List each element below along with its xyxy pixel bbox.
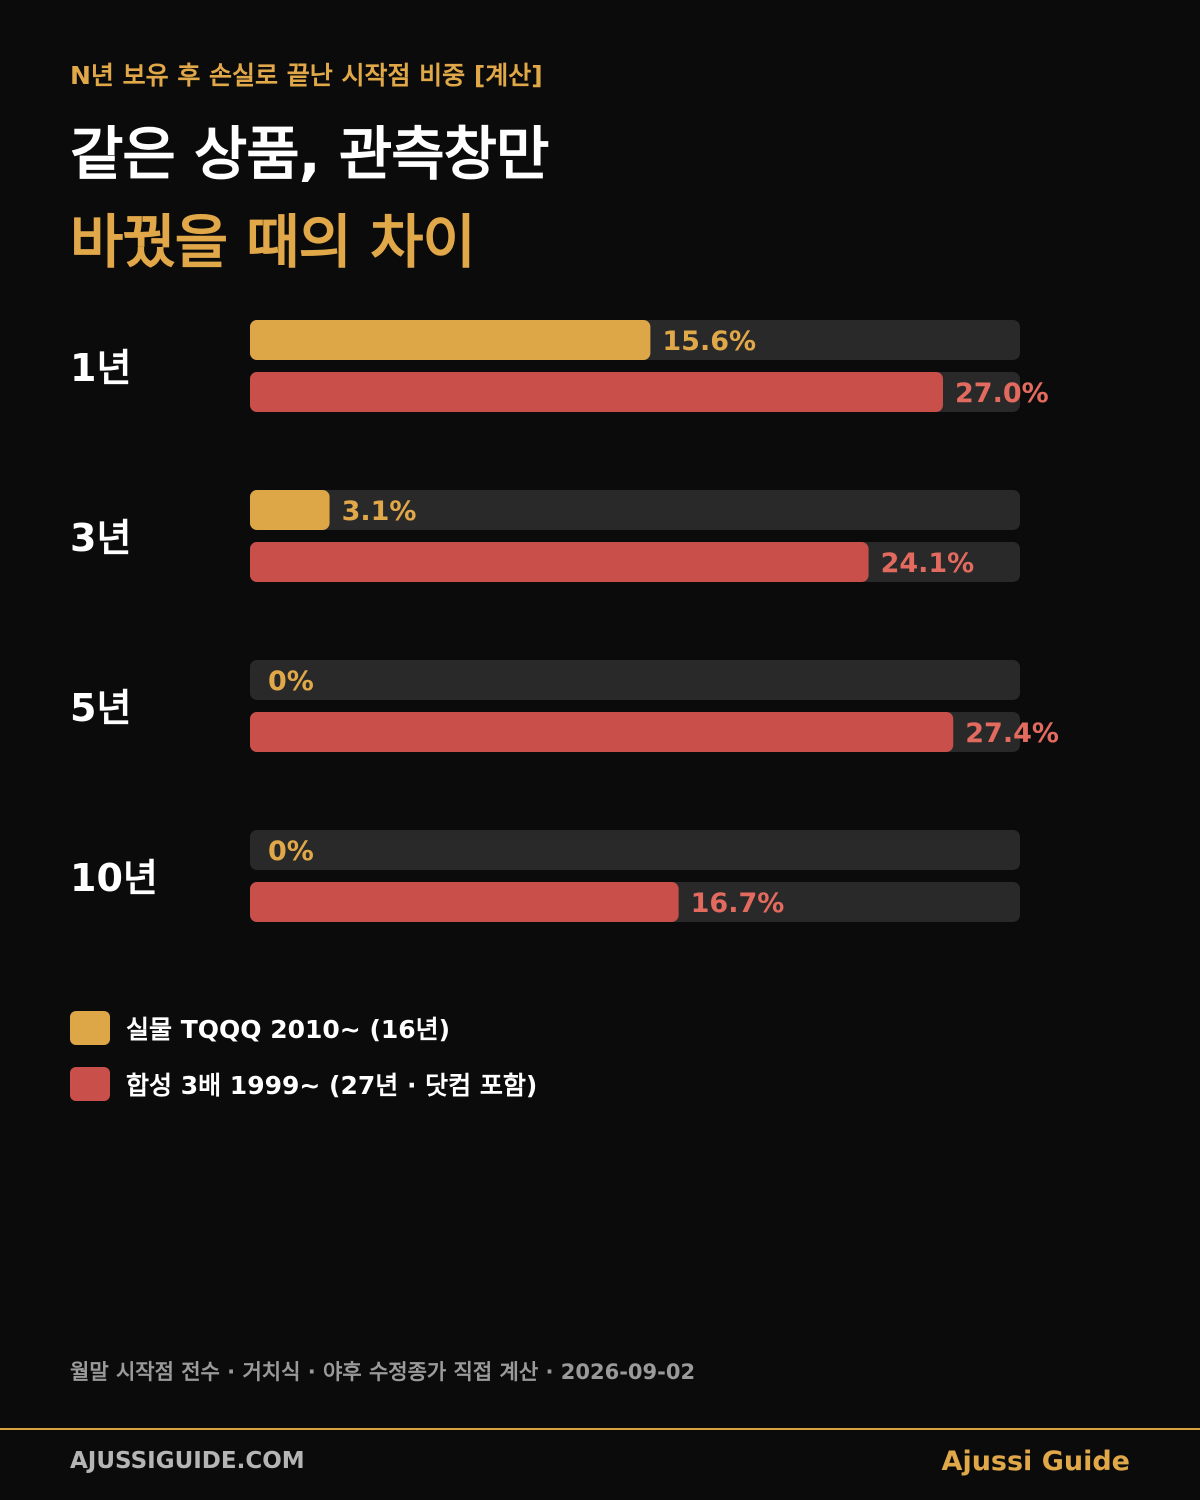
bar	[250, 882, 679, 922]
chart-title: 같은 상품, 관측창만 바꿨을 때의 차이	[70, 110, 549, 286]
category-label: 3년	[70, 516, 131, 560]
bar	[250, 320, 651, 360]
data-label: 0%	[268, 666, 314, 697]
category-label: 1년	[70, 346, 131, 390]
bar	[250, 542, 869, 582]
title-line-1: 같은 상품, 관측창만	[70, 120, 549, 188]
legend-label-red: 합성 3배 1999~ (27년 · 닷컴 포함)	[126, 1071, 538, 1100]
category-label: 10년	[70, 856, 158, 900]
legend-item-gold: 실물 TQQQ 2010~ (16년)	[70, 1008, 537, 1048]
category-label: 5년	[70, 686, 131, 730]
footer-brand: Ajussi Guide	[941, 1446, 1130, 1477]
chart-kicker: N년 보유 후 손실로 끝난 시작점 비중 [계산]	[70, 61, 543, 90]
data-label: 3.1%	[342, 496, 417, 527]
bar-chart: 1년 15.6% 27.0% 3년 3.1% 24.1% 5년 0% 27.4% 10년 0% 16.…	[70, 320, 1059, 922]
legend-label-gold: 실물 TQQQ 2010~ (16년)	[126, 1015, 451, 1044]
source-note: 월말 시작점 전수 · 거치식 · 야후 수정종가 직접 계산 · 2026-0…	[70, 1360, 696, 1384]
bar	[250, 490, 330, 530]
data-label: 27.0%	[955, 378, 1049, 409]
legend-swatch-red	[70, 1067, 110, 1101]
data-label: 24.1%	[881, 548, 975, 579]
legend-item-red: 합성 3배 1999~ (27년 · 닷컴 포함)	[70, 1064, 537, 1104]
footer-divider	[0, 1428, 1200, 1430]
bar-track	[250, 490, 1020, 530]
data-label: 27.4%	[965, 718, 1059, 749]
data-label: 15.6%	[662, 326, 756, 357]
data-label: 16.7%	[691, 888, 785, 919]
bar-track	[250, 830, 1020, 870]
bar	[250, 372, 943, 412]
title-line-2: 바꿨을 때의 차이	[70, 208, 476, 276]
legend-swatch-gold	[70, 1011, 110, 1045]
bar-track	[250, 660, 1020, 700]
footer-site[interactable]: AJUSSIGUIDE.COM	[70, 1448, 305, 1474]
bar	[250, 712, 954, 752]
data-label: 0%	[268, 836, 314, 867]
legend: 실물 TQQQ 2010~ (16년) 합성 3배 1999~ (27년 · 닷…	[70, 1008, 537, 1120]
